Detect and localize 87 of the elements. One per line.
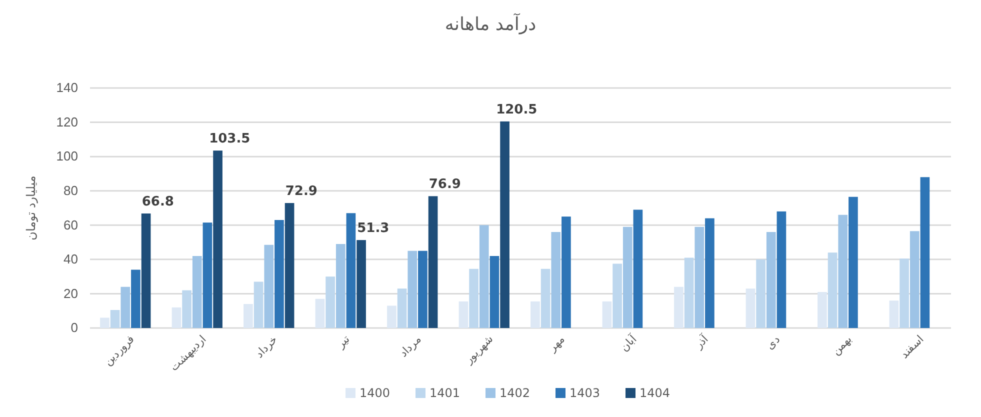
- data-label: 66.8: [142, 194, 174, 210]
- bar: [530, 301, 540, 328]
- data-label: 103.5: [209, 132, 250, 147]
- bar: [192, 256, 202, 328]
- y-tick-label: 20: [64, 286, 78, 301]
- bar: [900, 258, 909, 328]
- y-tick-label: 140: [56, 80, 78, 96]
- bar: [920, 177, 930, 328]
- y-axis-title: میلیارد تومان: [24, 176, 38, 240]
- legend-label: 1400: [360, 386, 390, 400]
- y-tick-label: 80: [64, 183, 78, 198]
- x-tick-label: آذر: [692, 332, 712, 352]
- bar: [766, 232, 776, 328]
- bar: [684, 258, 694, 328]
- bar: [746, 288, 756, 328]
- data-label: 51.3: [357, 221, 390, 236]
- bar: [500, 121, 510, 328]
- bar: [274, 220, 284, 328]
- bar: [562, 216, 571, 328]
- bar: [705, 218, 714, 328]
- bar: [131, 270, 140, 328]
- y-tick-label: 100: [56, 148, 78, 164]
- bar: [602, 301, 612, 328]
- bar: [910, 231, 920, 328]
- legend-label: 1401: [430, 386, 460, 400]
- x-tick-label: بهمن: [830, 334, 854, 358]
- bar: [254, 282, 264, 328]
- bar: [244, 304, 253, 328]
- bar: [848, 196, 858, 328]
- bar: [387, 306, 396, 328]
- y-tick-label: 40: [64, 252, 78, 267]
- x-tick-label: مهر: [546, 334, 568, 355]
- bar: [674, 286, 684, 328]
- bar: [264, 244, 274, 328]
- bar: [838, 214, 848, 328]
- x-tick-label: دی: [764, 334, 783, 352]
- bar: [612, 264, 622, 328]
- bar: [202, 222, 212, 328]
- legend-label: 1404: [640, 386, 670, 400]
- bar: [397, 288, 407, 328]
- bar: [551, 232, 561, 328]
- bar: [100, 318, 110, 328]
- bar: [428, 196, 438, 328]
- y-tick-label: 60: [64, 217, 78, 232]
- bar: [818, 292, 827, 328]
- bar: [213, 150, 222, 328]
- x-tick-label: شهریور: [462, 334, 496, 367]
- bar: [346, 213, 356, 328]
- bar: [469, 268, 478, 328]
- bar: [326, 276, 335, 328]
- bar: [182, 290, 192, 328]
- bar: [284, 203, 294, 328]
- bar: [356, 240, 366, 328]
- bar: [776, 211, 786, 328]
- bar: [408, 250, 418, 328]
- y-tick-label: 120: [56, 114, 78, 130]
- chart-title: درآمد ماهانه: [444, 13, 536, 35]
- bar: [336, 244, 346, 328]
- bar: [172, 307, 182, 328]
- x-tick-label: مرداد: [398, 334, 424, 360]
- bar: [633, 210, 643, 328]
- legend-label: 1402: [500, 386, 530, 400]
- data-label: 72.9: [285, 184, 318, 200]
- y-tick-label: 0: [70, 320, 78, 336]
- bar: [889, 300, 899, 328]
- bar: [458, 301, 468, 328]
- bar: [110, 310, 120, 328]
- x-tick-label: اسفند: [898, 334, 926, 362]
- bar: [622, 226, 632, 328]
- x-tick-label: فروردین: [102, 334, 137, 368]
- x-tick-label: خرداد: [253, 334, 280, 360]
- x-tick-label: اردیبهشت: [168, 334, 209, 374]
- x-tick-label: تیر: [334, 334, 352, 352]
- bar: [479, 225, 489, 328]
- bar: [120, 286, 130, 328]
- bar: [540, 268, 550, 328]
- bar: [694, 226, 704, 328]
- data-label: 76.9: [428, 177, 461, 192]
- bar: [828, 252, 838, 328]
- bar: [490, 256, 500, 328]
- bar: [418, 250, 428, 328]
- data-label: 120.5: [496, 102, 538, 118]
- bar: [756, 259, 766, 328]
- legend-label: 1403: [570, 386, 600, 400]
- x-tick-label: آبان: [618, 332, 640, 354]
- bar: [141, 213, 151, 328]
- bar: [315, 298, 325, 328]
